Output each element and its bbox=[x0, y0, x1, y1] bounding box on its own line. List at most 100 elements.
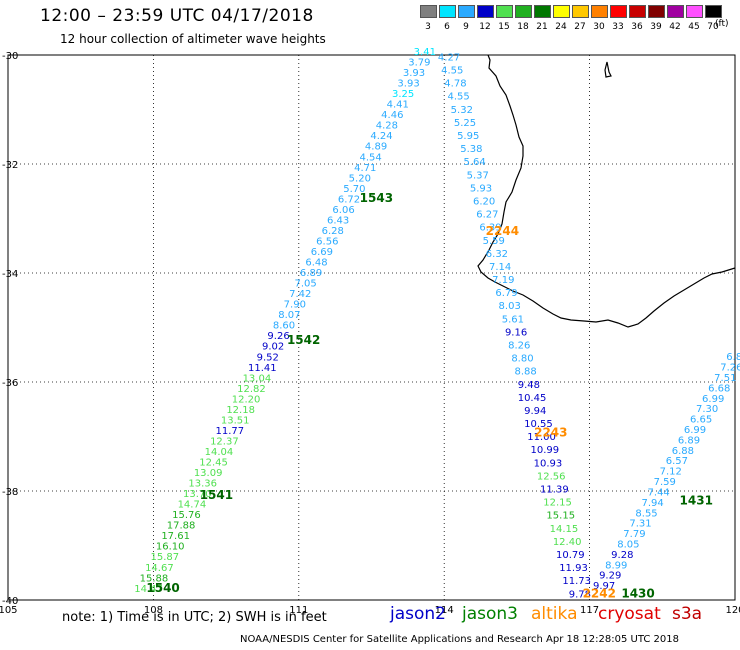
wave-height-value: 12.18 bbox=[226, 405, 255, 416]
wave-height-value: 4.71 bbox=[354, 163, 376, 174]
map-frame bbox=[7, 54, 736, 601]
wave-height-value: 4.78 bbox=[444, 79, 466, 90]
wave-height-value: 13.09 bbox=[194, 468, 223, 479]
wave-height-value: 15.87 bbox=[150, 552, 179, 563]
wave-height-value: 3.25 bbox=[392, 89, 414, 100]
wave-height-value: 7.19 bbox=[492, 275, 514, 286]
wave-height-value: 14.47 bbox=[134, 584, 163, 595]
colorbar-swatch bbox=[553, 5, 570, 18]
wave-height-value: 6.89 bbox=[678, 435, 700, 446]
wave-height-value: 10.79 bbox=[556, 550, 585, 561]
australia-coastline bbox=[477, 54, 736, 328]
wave-height-value: 4.28 bbox=[376, 121, 398, 132]
pass-labels: 1543 1542 1541 1540 2244 2243 2242 1430 1431 bbox=[146, 191, 713, 600]
wave-height-value: 8.60 bbox=[273, 321, 295, 332]
wave-height-value: 7.26 bbox=[720, 363, 740, 374]
legend-altika: altika bbox=[531, 604, 578, 624]
wave-height-value: 10.55 bbox=[524, 419, 553, 430]
latitude-tick-label: -40 bbox=[2, 596, 18, 607]
colorbar-swatch bbox=[591, 5, 608, 18]
wave-height-value: 7.79 bbox=[623, 529, 645, 540]
longitude-tick-label: 105 bbox=[0, 605, 18, 616]
wave-height-value: 4.54 bbox=[360, 152, 382, 163]
pass-number-label: 1543 bbox=[360, 191, 393, 205]
latitude-tick-label: -36 bbox=[2, 378, 18, 389]
wave-height-value: 5.20 bbox=[349, 173, 371, 184]
wave-height-value: 7.30 bbox=[696, 404, 718, 415]
wave-height-value: 7.12 bbox=[660, 467, 682, 478]
colorbar-swatch bbox=[610, 5, 627, 18]
wave-height-value: 7.59 bbox=[654, 477, 676, 488]
wave-height-value: 12.37 bbox=[210, 436, 239, 447]
wave-height-value: 9.52 bbox=[257, 352, 279, 363]
latitude-tick-label: -34 bbox=[2, 269, 18, 280]
wave-height-value: 11.73 bbox=[562, 576, 591, 587]
wave-height-value: 3.93 bbox=[403, 68, 425, 79]
wave-height-value: 15.88 bbox=[140, 573, 169, 584]
wave-height-value: 8.55 bbox=[635, 508, 657, 519]
colorbar-label: 39 bbox=[650, 22, 662, 32]
wave-height-value: 4.55 bbox=[447, 92, 469, 103]
wave-height-value: 8.88 bbox=[515, 367, 537, 378]
wave-height-value: 6.69 bbox=[311, 247, 333, 258]
wave-height-value: 8.80 bbox=[511, 354, 533, 365]
wave-height-value: 4.89 bbox=[365, 142, 387, 153]
wave-height-value: 13.51 bbox=[221, 415, 250, 426]
wave-height-value: 12.20 bbox=[232, 394, 261, 405]
legend-cryosat: cryosat bbox=[598, 604, 661, 624]
pass-number-label: 1541 bbox=[200, 488, 233, 502]
wave-height-value: 4.46 bbox=[381, 110, 403, 121]
wave-height-value: 7.94 bbox=[641, 498, 663, 509]
wave-height-value: 6.72 bbox=[338, 194, 360, 205]
wave-height-value: 12.82 bbox=[237, 384, 266, 395]
wave-height-value: 9.26 bbox=[267, 331, 289, 342]
longitude-tick-label: 111 bbox=[289, 605, 308, 616]
colorbar-label: 36 bbox=[631, 22, 643, 32]
wave-height-value: 9.16 bbox=[505, 327, 527, 338]
colorbar-label: 12 bbox=[479, 22, 491, 32]
wave-height-value: 13.36 bbox=[188, 479, 217, 490]
colorbar-swatch bbox=[515, 5, 532, 18]
legend-s3a: s3a bbox=[672, 604, 703, 624]
wave-height-value: 14.74 bbox=[178, 500, 207, 511]
colorbar-label: 9 bbox=[463, 22, 469, 32]
wave-height-value: 9.97 bbox=[593, 581, 615, 592]
wave-height-value: 6.89 bbox=[300, 268, 322, 279]
wave-height-value: 7.90 bbox=[284, 300, 306, 311]
wave-height-value: 6.88 bbox=[672, 446, 694, 457]
wave-height-value: 6.27 bbox=[476, 210, 498, 221]
wave-height-value: 6.89 bbox=[726, 352, 740, 363]
wave-height-value: 7.31 bbox=[629, 519, 651, 530]
colorbar-swatch bbox=[648, 5, 665, 18]
wave-height-value: 9.94 bbox=[524, 406, 546, 417]
colorbar-swatch bbox=[477, 5, 494, 18]
legend-jason2: jason2 bbox=[390, 604, 446, 624]
colorbar-unit: (ft) bbox=[715, 19, 729, 29]
colorbar-label: 3 bbox=[425, 22, 431, 32]
colorbar-label: 70 bbox=[707, 22, 719, 32]
wave-height-value: 9.02 bbox=[262, 342, 284, 353]
wave-height-value: 10.93 bbox=[534, 458, 563, 469]
pass-number-label: 1542 bbox=[287, 333, 320, 347]
colorbar-label: 30 bbox=[593, 22, 605, 32]
wave-height-value: 5.70 bbox=[343, 184, 365, 195]
wave-height-value: 14.15 bbox=[550, 524, 579, 535]
wave-height-value: 7.05 bbox=[295, 279, 317, 290]
wave-height-value: 5.37 bbox=[467, 170, 489, 181]
coastline-islet bbox=[604, 61, 612, 78]
colorbar-label: 42 bbox=[669, 22, 681, 32]
wave-height-value: 7.14 bbox=[489, 262, 511, 273]
colorbar-swatch bbox=[686, 5, 703, 18]
pass-number-label: 2244 bbox=[486, 224, 519, 238]
wave-height-value: 9.29 bbox=[599, 571, 621, 582]
wave-height-value: 10.45 bbox=[518, 393, 547, 404]
credit-line: NOAA/NESDIS Center for Satellite Applica… bbox=[240, 634, 679, 645]
colorbar-label: 6 bbox=[444, 22, 450, 32]
wave-height-value: 4.55 bbox=[441, 66, 463, 77]
colorbar-label: 33 bbox=[612, 22, 624, 32]
colorbar-label: 27 bbox=[574, 22, 586, 32]
wave-height-value: 15.15 bbox=[546, 511, 575, 522]
wave-height-value: 6.65 bbox=[690, 415, 712, 426]
latitude-tick-label: -38 bbox=[2, 487, 18, 498]
